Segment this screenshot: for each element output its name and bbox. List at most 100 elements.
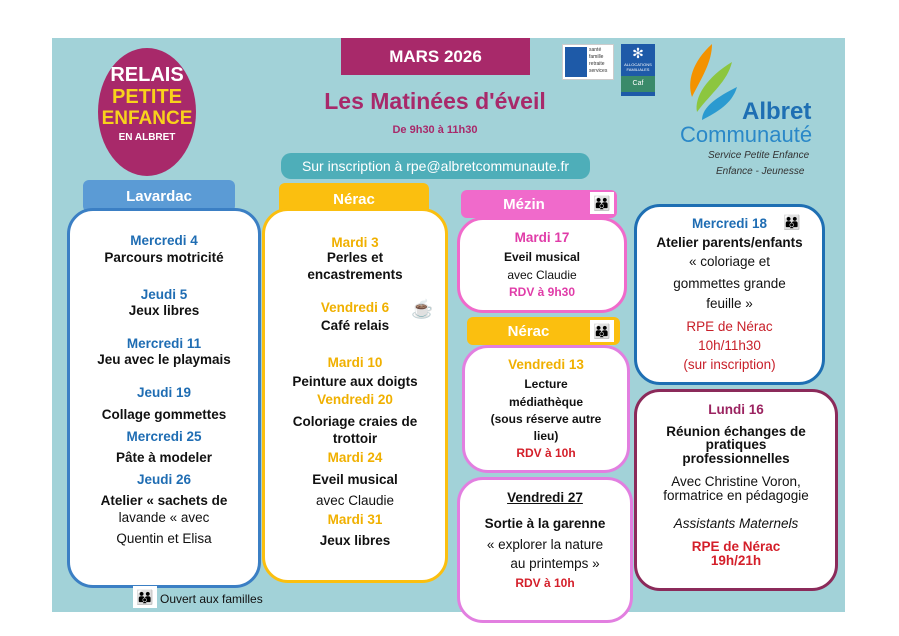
text-line: « explorer la nature	[486, 537, 604, 552]
coffee-cup-icon: ☕	[411, 299, 434, 319]
mezin-box: Mardi 17 Eveil musical avec Claudie RDV …	[457, 217, 627, 313]
text-line: Jeux libres	[128, 303, 200, 318]
text-line: pratiques	[705, 437, 767, 452]
text-line: gommettes grande	[673, 276, 786, 291]
atelier-box: Mercredi 18 👪 Atelier parents/enfants « …	[634, 204, 825, 385]
text-line: trottoir	[332, 431, 378, 446]
text-line: Albret	[742, 98, 812, 125]
text-line: encastrements	[307, 267, 403, 282]
family-icon: 👪	[780, 211, 804, 233]
text-line: Vendredi 13	[508, 357, 584, 372]
text-line: Jeux libres	[319, 533, 391, 548]
text-line: Caf	[621, 76, 655, 92]
text-line: RDV à 9h30	[508, 285, 576, 299]
text-line: Collage gommettes	[101, 407, 227, 422]
text-line: Café relais	[320, 318, 390, 333]
lavardac-header: Lavardac	[83, 180, 235, 212]
text-line: Vendredi 20	[317, 392, 393, 407]
text-line: ENFANCE	[101, 108, 193, 129]
text-line: Sur inscription à rpe@albretcommunaute.f…	[301, 158, 570, 174]
text-line: lavande « avec	[118, 510, 210, 525]
text-line: Peinture aux doigts	[292, 374, 418, 389]
text-line: Mercredi 11	[126, 336, 202, 351]
text-line: Mardi 17	[514, 230, 570, 245]
text-line: ALLOCATIONS FAMILIALES	[624, 62, 652, 72]
text-line: Service Petite Enfance	[708, 150, 810, 161]
text-line: Quentin et Elisa	[116, 531, 212, 546]
nerac-box: Mardi 3 Perles et encastrements Vendredi…	[262, 208, 448, 583]
text-line: Sortie à la garenne	[484, 516, 606, 531]
caf-logo: ✻ ALLOCATIONS FAMILIALES Caf	[621, 44, 655, 96]
text-line: « coloriage et	[688, 254, 771, 269]
text-line: Jeudi 5	[140, 287, 188, 302]
text-line: Nérac	[333, 190, 375, 208]
text-line: 10h/11h30	[698, 338, 761, 353]
text-line: Enfance - Jeunesse	[716, 166, 805, 177]
text-line: Mercredi 18	[691, 216, 768, 231]
text-line: Eveil musical	[312, 472, 398, 487]
text-line: MARS 2026	[389, 46, 482, 66]
sortie-box: Vendredi 27 Sortie à la garenne « explor…	[457, 477, 633, 623]
text-line: services	[589, 68, 608, 74]
text-line: Jeudi 19	[136, 385, 192, 400]
nerac2-box: Vendredi 13 Lecture médiathèque (sous ré…	[462, 345, 630, 473]
text-line: Jeu avec le playmais	[97, 352, 231, 367]
text-line: Pâte à modeler	[115, 450, 213, 465]
family-icon: 👪	[590, 320, 614, 342]
text-line: Coloriage craies de	[292, 414, 418, 429]
text-line: Réunion échanges de	[666, 424, 806, 439]
text-line: Assistants Maternels	[673, 516, 799, 531]
text-line: Eveil musical	[503, 250, 581, 264]
text-line: retraite	[589, 61, 605, 67]
page-title: Les Matinées d'éveil	[324, 88, 546, 114]
text-line: EN ALBRET	[118, 132, 176, 143]
hours: De 9h30 à 11h30	[392, 124, 478, 136]
text-line: Atelier parents/enfants	[656, 235, 803, 250]
text-line: avec Claudie	[507, 268, 577, 282]
text-line: Lavardac	[126, 187, 192, 205]
text-line: (sous réserve autre	[490, 412, 602, 426]
text-line: Vendredi 27	[507, 490, 583, 505]
text-line: Parcours motricité	[104, 250, 224, 265]
text-line: RDV à 10h	[515, 576, 575, 590]
inscription-banner[interactable]: Sur inscription à rpe@albretcommunaute.f…	[281, 153, 590, 179]
family-icon: 👪	[133, 586, 157, 608]
text-line: Lecture	[524, 377, 568, 391]
text-line: Avec Christine Voron,	[671, 474, 801, 489]
text-line: RELAIS	[110, 64, 184, 86]
text-line: Nérac	[507, 322, 550, 340]
month-banner: MARS 2026	[341, 38, 530, 75]
albret-logo: Albret Communauté Service Petite Enfance…	[680, 42, 830, 182]
text-line: santé	[589, 47, 602, 53]
text-line: Jeudi 26	[136, 472, 192, 487]
legend-label: Ouvert aux familles	[160, 592, 263, 606]
text-line: Mardi 3	[331, 235, 379, 250]
family-icon: 👪	[590, 192, 614, 214]
text-line: Perles et	[326, 250, 384, 265]
text-line: Mercredi 25	[126, 429, 202, 444]
text-line: RPE de Nérac	[691, 539, 781, 554]
text-line: RDV à 10h	[516, 446, 576, 460]
text-line: famille	[589, 54, 604, 60]
reunion-box: Lundi 16 Réunion échanges de pratiques p…	[634, 389, 838, 591]
text-line: médiathèque	[508, 395, 583, 409]
text-line: formatrice en pédagogie	[663, 488, 809, 503]
text-line: Mardi 10	[327, 355, 383, 370]
lavardac-box: Mercredi 4 Parcours motricité Jeudi 5 Je…	[67, 208, 261, 588]
text-line: 19h/21h	[710, 553, 762, 568]
text-line: Mézin	[503, 195, 545, 213]
text-line: feuille »	[706, 296, 753, 311]
text-line: avec Claudie	[315, 493, 395, 508]
rpe-logo: RELAIS PETITE ENFANCE EN ALBRET	[98, 48, 196, 176]
text-line: PETITE	[111, 86, 182, 108]
text-line: professionnelles	[682, 451, 790, 466]
text-line: au printemps »	[510, 556, 600, 571]
text-line: Atelier « sachets de	[100, 493, 228, 508]
text-line: (sur inscription)	[683, 357, 776, 372]
text-line: RPE de Nérac	[686, 319, 773, 334]
text-line: Mardi 24	[327, 450, 383, 465]
text-line: Mercredi 4	[130, 233, 198, 248]
text-line: Communauté	[680, 122, 813, 147]
msa-logo: santé famille retraite services	[562, 44, 614, 80]
